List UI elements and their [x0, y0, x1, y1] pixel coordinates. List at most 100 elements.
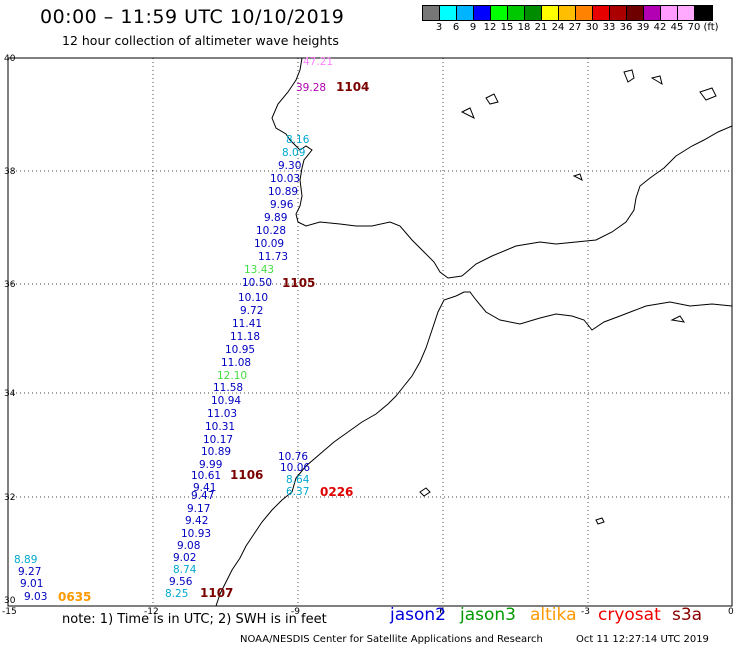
wave-height-label: 11.18: [230, 331, 261, 343]
pass-time-label: 1104: [336, 80, 370, 94]
pass-time-label: 0226: [320, 485, 354, 499]
wave-height-label: 10.94: [211, 395, 242, 407]
legend-tick-label: 45: [670, 22, 684, 33]
legend-tick-label: 9: [469, 22, 477, 33]
wave-height-label: 8.74: [173, 564, 197, 576]
legend-tick-label: 42: [653, 22, 667, 33]
legend-swatch: [627, 6, 644, 20]
wave-height-label: 10.93: [181, 528, 212, 540]
pass-time-label: 1107: [200, 586, 234, 600]
legend-tick-label: 39: [636, 22, 650, 33]
wave-height-label: 10.89: [201, 446, 232, 458]
wave-height-label: 10.31: [205, 421, 236, 433]
pass-time-label: 1106: [230, 468, 264, 482]
lat-labels: 40 38 36 34 32 30: [4, 54, 16, 606]
legend-swatch: [661, 6, 678, 20]
legend-tick-label: 70: [687, 22, 701, 33]
lat-label-34: 34: [4, 389, 16, 399]
color-legend: [422, 5, 713, 21]
legend-swatch: [474, 6, 491, 20]
wave-height-label: 12.10: [217, 370, 248, 382]
wave-height-label: 10.50: [242, 277, 273, 289]
lon-label-0: 0: [728, 607, 734, 617]
lat-label-30: 30: [4, 596, 16, 606]
legend-tick-label: 36: [619, 22, 633, 33]
legend-swatch: [559, 6, 576, 20]
lat-label-40: 40: [4, 54, 16, 64]
wave-height-label: 8.25: [165, 588, 189, 600]
legend-tick-label: 27: [568, 22, 582, 33]
map-frame: [7, 57, 733, 607]
legend-tick-label: 24: [551, 22, 565, 33]
wave-height-label: 9.27: [18, 566, 42, 578]
wave-height-label: 47.21: [303, 56, 334, 68]
wave-height-label: 39.28: [296, 82, 327, 94]
wave-height-label: 9.03: [24, 591, 48, 603]
wave-height-label: 9.99: [199, 459, 223, 471]
legend-swatch: [525, 6, 542, 20]
wave-height-label: 10.03: [270, 173, 301, 185]
legend-tick-label: 15: [500, 22, 514, 33]
wave-height-label: 9.47: [191, 490, 215, 502]
generated-timestamp: Oct 11 12:27:14 UTC 2019: [576, 634, 709, 645]
pass-time-label: 1105: [282, 276, 316, 290]
wave-height-label: 10.17: [203, 434, 234, 446]
legend-tick-label: 21: [534, 22, 548, 33]
satellite-legend-jason2: jason2: [390, 605, 446, 625]
wave-height-label: 8.64: [286, 474, 310, 486]
satellite-legend-jason3: jason3: [460, 605, 516, 625]
wave-height-label: 11.03: [207, 408, 238, 420]
wave-height-label: 10.28: [256, 225, 287, 237]
legend-swatch: [440, 6, 457, 20]
legend-tick-label: 18: [517, 22, 531, 33]
wave-height-label: 10.89: [268, 186, 299, 198]
wave-height-label: 8.89: [14, 554, 38, 566]
wave-height-label: 9.56: [169, 576, 193, 588]
wave-height-label: 6.37: [286, 486, 310, 498]
lat-lon-grid: [8, 58, 732, 606]
legend-swatch: [593, 6, 610, 20]
wave-height-label: 9.41: [193, 482, 217, 494]
wave-height-label: 10.61: [191, 470, 222, 482]
wave-height-label: 10.06: [280, 462, 311, 474]
footer-note: note: 1) Time is in UTC; 2) SWH is in fe…: [62, 612, 327, 627]
legend-tick-label: 3: [435, 22, 443, 33]
wave-height-label: 10.95: [225, 344, 256, 356]
legend-tick-label: 30: [585, 22, 599, 33]
map-title: 00:00 – 11:59 UTC 10/10/2019: [40, 6, 345, 28]
satellite-legend-cryosat: cryosat: [598, 605, 661, 625]
wave-height-label: 9.17: [187, 503, 211, 515]
wave-height-label: 9.72: [240, 305, 264, 317]
legend-swatch: [576, 6, 593, 20]
map-subtitle: 12 hour collection of altimeter wave hei…: [62, 33, 339, 48]
legend-swatch: [610, 6, 627, 20]
wave-height-label: 11.41: [232, 318, 263, 330]
wave-height-label: 11.08: [221, 357, 252, 369]
wave-height-label: 8.16: [286, 134, 310, 146]
wave-height-label: 9.08: [177, 540, 201, 552]
coastline: [215, 57, 733, 607]
color-legend-labels: 3 6 9 12 15 18 21 24 27 30 33 36 39 42 45 70 (ft): [422, 22, 740, 34]
wave-height-label: 9.30: [278, 160, 302, 172]
wave-height-label: 10.76: [278, 451, 309, 463]
lat-label-36: 36: [4, 280, 16, 290]
legend-swatch: [491, 6, 508, 20]
lat-label-38: 38: [4, 167, 16, 177]
legend-swatch: [423, 6, 440, 20]
wave-height-label: 10.10: [238, 292, 269, 304]
lon-label-m6: -6: [436, 607, 445, 617]
legend-swatch: [678, 6, 695, 20]
legend-swatch: [644, 6, 661, 20]
wave-height-label: 9.02: [173, 552, 197, 564]
lon-label-m3: -3: [581, 607, 590, 617]
lat-label-32: 32: [4, 493, 15, 503]
legend-swatch: [457, 6, 474, 20]
satellite-legend-altika: altika: [530, 605, 577, 625]
wave-height-label: 9.89: [264, 212, 288, 224]
satellite-legend-s3a: s3a: [672, 605, 703, 625]
legend-swatch: [695, 6, 712, 20]
wave-height-label: 11.73: [258, 251, 289, 263]
legend-swatch: [542, 6, 559, 20]
legend-tick-label: (ft): [703, 22, 719, 33]
wave-height-label: 11.58: [213, 382, 244, 394]
